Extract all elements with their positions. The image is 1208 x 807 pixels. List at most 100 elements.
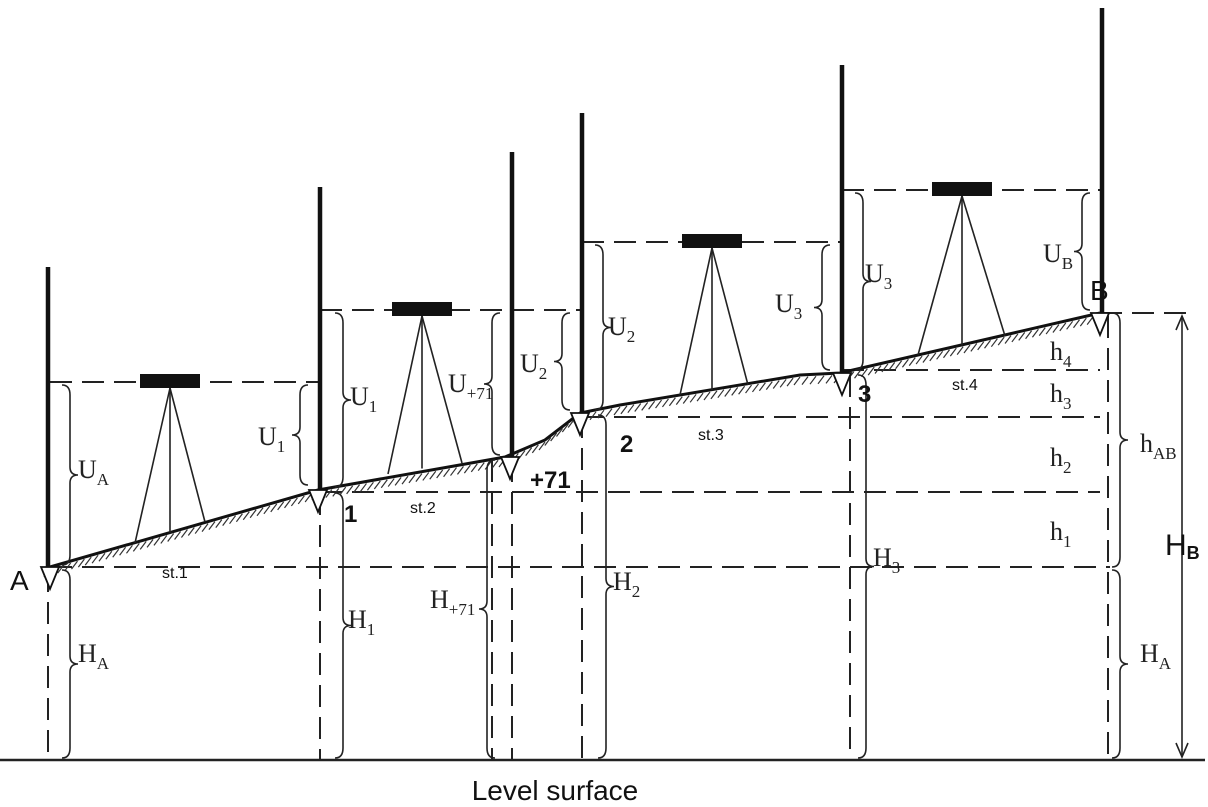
ground-hatch [648, 400, 656, 410]
brace [1111, 569, 1129, 759]
ground-hatch [1079, 317, 1087, 327]
tripod-leg [679, 247, 713, 396]
ground-hatch [201, 523, 209, 532]
symbol-label: h4 [1050, 337, 1072, 371]
brace [597, 414, 615, 759]
symbol-main: h [1050, 337, 1063, 366]
ground-hatch [119, 546, 127, 556]
ground-hatch [731, 387, 739, 396]
ground-hatch [463, 464, 471, 474]
symbol-subscript: 2 [539, 364, 548, 383]
ground-hatch [605, 408, 613, 417]
brace [483, 312, 501, 456]
ground-hatch [922, 354, 930, 363]
ground-hatch [174, 531, 182, 540]
ground-hatch [394, 476, 402, 486]
ground-hatch [531, 444, 539, 454]
ground-hatch [779, 378, 787, 388]
arrow-head [1175, 313, 1189, 331]
ground-hatch [518, 450, 526, 459]
ground-hatch [895, 360, 903, 370]
ground-hatch [290, 497, 298, 507]
ground-hatch [249, 509, 257, 519]
point-label: +71 [530, 467, 571, 494]
ground-hatch [98, 552, 106, 562]
tripod-leg [917, 195, 963, 356]
ground-hatch [408, 474, 416, 484]
ground-hatch [346, 485, 354, 495]
ground-hatch [64, 562, 72, 572]
ground-hatch [57, 564, 65, 574]
ground-hatch [738, 385, 746, 395]
ground-hatch [627, 404, 635, 414]
ground-hatch [401, 475, 409, 485]
station-label: st.4 [952, 377, 978, 394]
tripod-leg [421, 315, 463, 464]
ground-hatch [655, 399, 663, 409]
point-marker [569, 412, 591, 438]
ground-hatch [353, 484, 361, 494]
symbol-subscript: B [1187, 543, 1200, 563]
ground-hatch [387, 478, 395, 487]
point-marker [499, 456, 521, 482]
ground-hatch [71, 560, 78, 570]
ground-hatch [751, 383, 759, 393]
symbol-label: U3 [865, 259, 892, 293]
brace [1073, 192, 1091, 311]
ground-hatch [146, 539, 154, 548]
ground-hatch [153, 537, 161, 546]
ground-hatch [105, 550, 113, 560]
symbol-label: HA [78, 639, 110, 673]
ground-hatch [491, 459, 499, 469]
ground-hatch [1018, 332, 1026, 341]
ground-hatch [817, 375, 825, 385]
ground-hatch [661, 398, 669, 408]
symbol-main: H [1165, 529, 1187, 562]
ground-hatch [634, 403, 642, 412]
ground-hatch [215, 519, 223, 529]
ground-hatch [772, 380, 780, 389]
point-marker [307, 489, 329, 515]
symbol-main: U [1043, 239, 1062, 268]
symbol-label: hAB [1140, 429, 1177, 463]
ground-hatch [91, 554, 99, 564]
symbol-subscript: 3 [884, 274, 893, 293]
symbol-main: H [430, 585, 449, 614]
brace [334, 312, 352, 488]
symbol-label: U2 [608, 312, 635, 346]
ground-hatch [1059, 322, 1067, 332]
symbol-subscript: +71 [467, 384, 494, 403]
ground-hatch [561, 423, 569, 433]
ground-hatch [825, 375, 833, 384]
symbol-label: h1 [1050, 517, 1072, 551]
symbol-main: U [350, 382, 369, 411]
symbol-subscript: A [97, 654, 110, 673]
ground-hatch [929, 352, 937, 362]
symbol-label: h3 [1050, 379, 1072, 413]
ground-hatch [936, 350, 944, 360]
ground-hatch [641, 402, 649, 411]
footer-label: Level surface [472, 775, 639, 806]
station-label: st.1 [162, 565, 188, 582]
ground-hatch [888, 362, 896, 371]
ground-hatch [325, 489, 333, 498]
ground-hatch [668, 397, 676, 407]
ground-hatch [339, 486, 347, 496]
brace [854, 192, 872, 371]
ground-hatch [429, 470, 437, 480]
ground-hatch [997, 336, 1005, 346]
ground-hatch [477, 462, 485, 472]
symbol-main: U [775, 289, 794, 318]
ground-line [49, 311, 1101, 569]
point-label: A [10, 565, 29, 596]
ground-hatch [613, 406, 621, 416]
ground-hatch [235, 513, 243, 523]
ground-hatch [229, 515, 237, 525]
symbol-subscript: AB [1153, 444, 1177, 463]
ground-hatch [956, 346, 964, 355]
tripod-leg [961, 195, 1006, 337]
symbol-main: h [1050, 379, 1063, 408]
level-instrument [932, 182, 992, 196]
ground-hatch [443, 468, 451, 478]
